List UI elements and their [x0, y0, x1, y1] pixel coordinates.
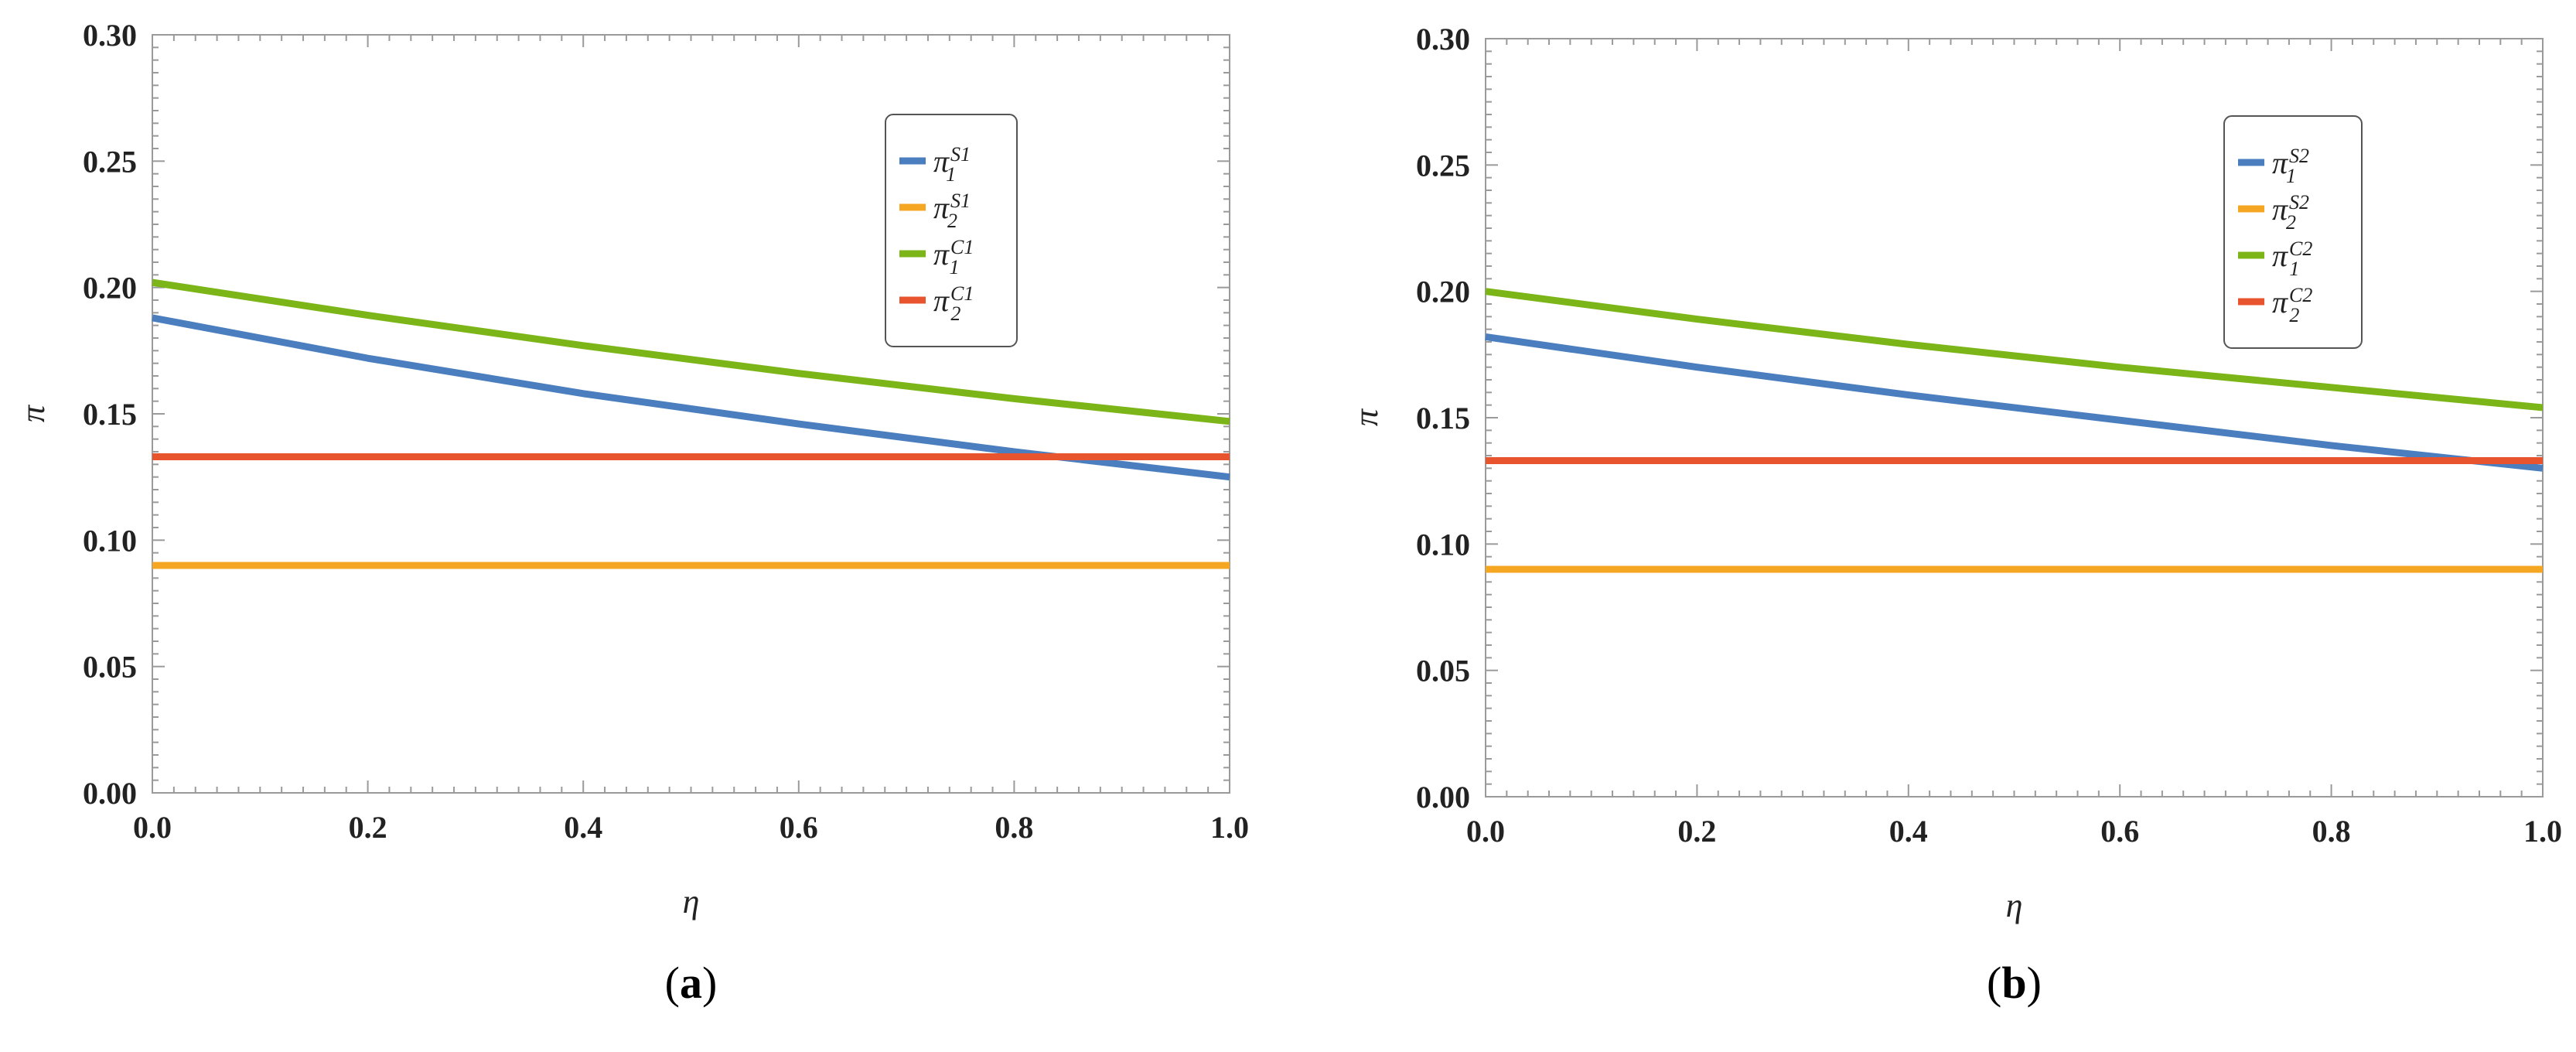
chart-panel-b: 0.0 0.2 0.4 0.6 0.8 1.0 0.00 0.05 0.10 0.15 0.20 0.…	[1288, 0, 2576, 1052]
chart-b-legend-entry: πC2 2	[2272, 284, 2312, 326]
chart-a-legend-entry: πS1 1	[933, 143, 969, 186]
chart-b-legend-entry: πS2 2	[2272, 191, 2309, 234]
chart-b-y-tick-label: 0.15	[1416, 401, 1470, 435]
chart-b-legend-entry: πC2 1	[2272, 237, 2312, 280]
chart-b-caption: (b)	[1987, 958, 2042, 1008]
chart-b-plot-frame	[1485, 38, 2544, 798]
chart-a-legend: πS1 1 πS1 2 πC1 1 πC1 2	[885, 114, 1018, 347]
chart-a-x-axis-label: η	[683, 883, 700, 920]
chart-b-x-tick-label: 1.0	[2523, 814, 2562, 849]
chart-b-legend-box	[2223, 115, 2363, 349]
chart-a-series-1-s1-line	[152, 314, 1230, 481]
chart-b-y-tick-label: 0.00	[1416, 780, 1470, 815]
chart-b-y-tick-label: 0.25	[1416, 148, 1470, 183]
chart-a-x-tick-label: 0.0	[133, 810, 172, 845]
chart-a-y-tick-label: 0.25	[83, 144, 137, 179]
chart-a-y-tick-label: 0.30	[83, 18, 137, 53]
chart-b-x-tick-label: 0.0	[1466, 814, 1505, 849]
chart-a-y-tick-label: 0.10	[83, 523, 137, 558]
chart-a-caption: (a)	[665, 958, 718, 1008]
chart-a-y-tick-label: 0.05	[83, 650, 137, 685]
chart-a-y-tick-label: 0.20	[83, 271, 137, 306]
chart-a-legend-entry: πS1 2	[933, 190, 971, 232]
chart-a-legend-entry: πC1 2	[933, 282, 974, 325]
chart-b-x-tick-label: 0.6	[2100, 814, 2139, 849]
chart-a-legend-entry: πC1 1	[933, 236, 972, 278]
chart-a-x-tick-label: 0.4	[564, 810, 602, 845]
chart-b-svg: 0.0 0.2 0.4 0.6 0.8 1.0 0.00 0.05 0.10 0.15 0.20 0.…	[1347, 22, 2562, 1008]
chart-panel-a: 0.0 0.2 0.4 0.6 0.8 1.0 0.00 0.05 0.10 0.15 0.20 0.…	[14, 18, 1249, 1008]
chart-a-series-1-c1-line	[152, 278, 1230, 425]
chart-b-y-tick-label: 0.10	[1416, 527, 1470, 562]
chart-b-legend-entry: πS2 1	[2272, 145, 2309, 187]
chart-b-x-tick-label: 0.8	[2312, 814, 2351, 849]
chart-a-legend-box	[885, 114, 1018, 347]
chart-b-series-1-s2-line	[1485, 333, 2544, 472]
chart-b-series-1-c2-line	[1485, 288, 2544, 412]
chart-b-y-axis-label: π	[1347, 408, 1385, 426]
chart-b-y-tick-label: 0.20	[1416, 275, 1470, 309]
chart-a-x-tick-label: 0.6	[780, 810, 818, 845]
chart-b-x-axis-label: η	[2006, 886, 2023, 924]
chart-a-x-tick-label: 0.8	[995, 810, 1033, 845]
chart-b-y-tick-label: 0.30	[1416, 22, 1470, 56]
chart-b-x-tick-label: 0.2	[1677, 814, 1716, 849]
chart-a-y-tick-label: 0.00	[83, 776, 137, 811]
chart-a-svg: 0.0 0.2 0.4 0.6 0.8 1.0 0.00 0.05 0.10 0.15 0.20 0.…	[14, 18, 1249, 1008]
chart-a-x-tick-label: 1.0	[1210, 810, 1249, 845]
chart-a-plot-frame	[152, 34, 1230, 794]
chart-a-y-axis-label: π	[14, 404, 52, 422]
chart-a-y-tick-label: 0.15	[83, 397, 137, 432]
chart-b-y-tick-label: 0.05	[1416, 654, 1470, 688]
chart-b-x-tick-label: 0.4	[1889, 814, 1928, 849]
chart-a-x-tick-label: 0.2	[349, 810, 387, 845]
